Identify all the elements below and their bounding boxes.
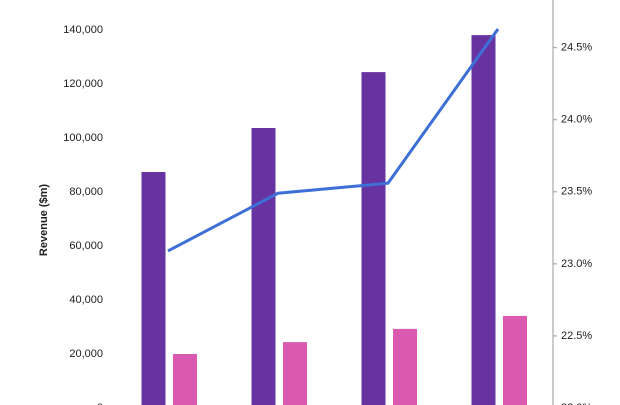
y2-tick-label: 24.5% (561, 42, 592, 54)
bar (283, 342, 307, 405)
bar (503, 315, 527, 405)
bar (251, 128, 276, 405)
y2-tick-label: 22.0% (561, 402, 592, 405)
bar (471, 35, 496, 405)
y-tick-label: 80,000 (69, 186, 103, 198)
y-tick-label: 20,000 (69, 348, 103, 360)
bar (393, 328, 417, 405)
y-axis-label: Revenue ($m) (38, 184, 50, 256)
y-tick-label: 100,000 (63, 132, 103, 144)
y2-tick-label: 23.5% (561, 186, 592, 198)
y-tick-label: 60,000 (69, 240, 103, 252)
bar (173, 354, 197, 405)
y-tick-label: 0 (97, 402, 103, 405)
line (167, 28, 500, 253)
y-tick-label: 140,000 (63, 24, 103, 36)
y-tick-label: 120,000 (63, 78, 103, 90)
y2-tick-label: 22.5% (561, 330, 592, 342)
y2-tick-label: 24.0% (561, 114, 592, 126)
bar (141, 172, 166, 405)
y2-tick-label: 23.0% (561, 258, 592, 270)
bar (361, 72, 386, 405)
y-tick-label: 40,000 (69, 294, 103, 306)
